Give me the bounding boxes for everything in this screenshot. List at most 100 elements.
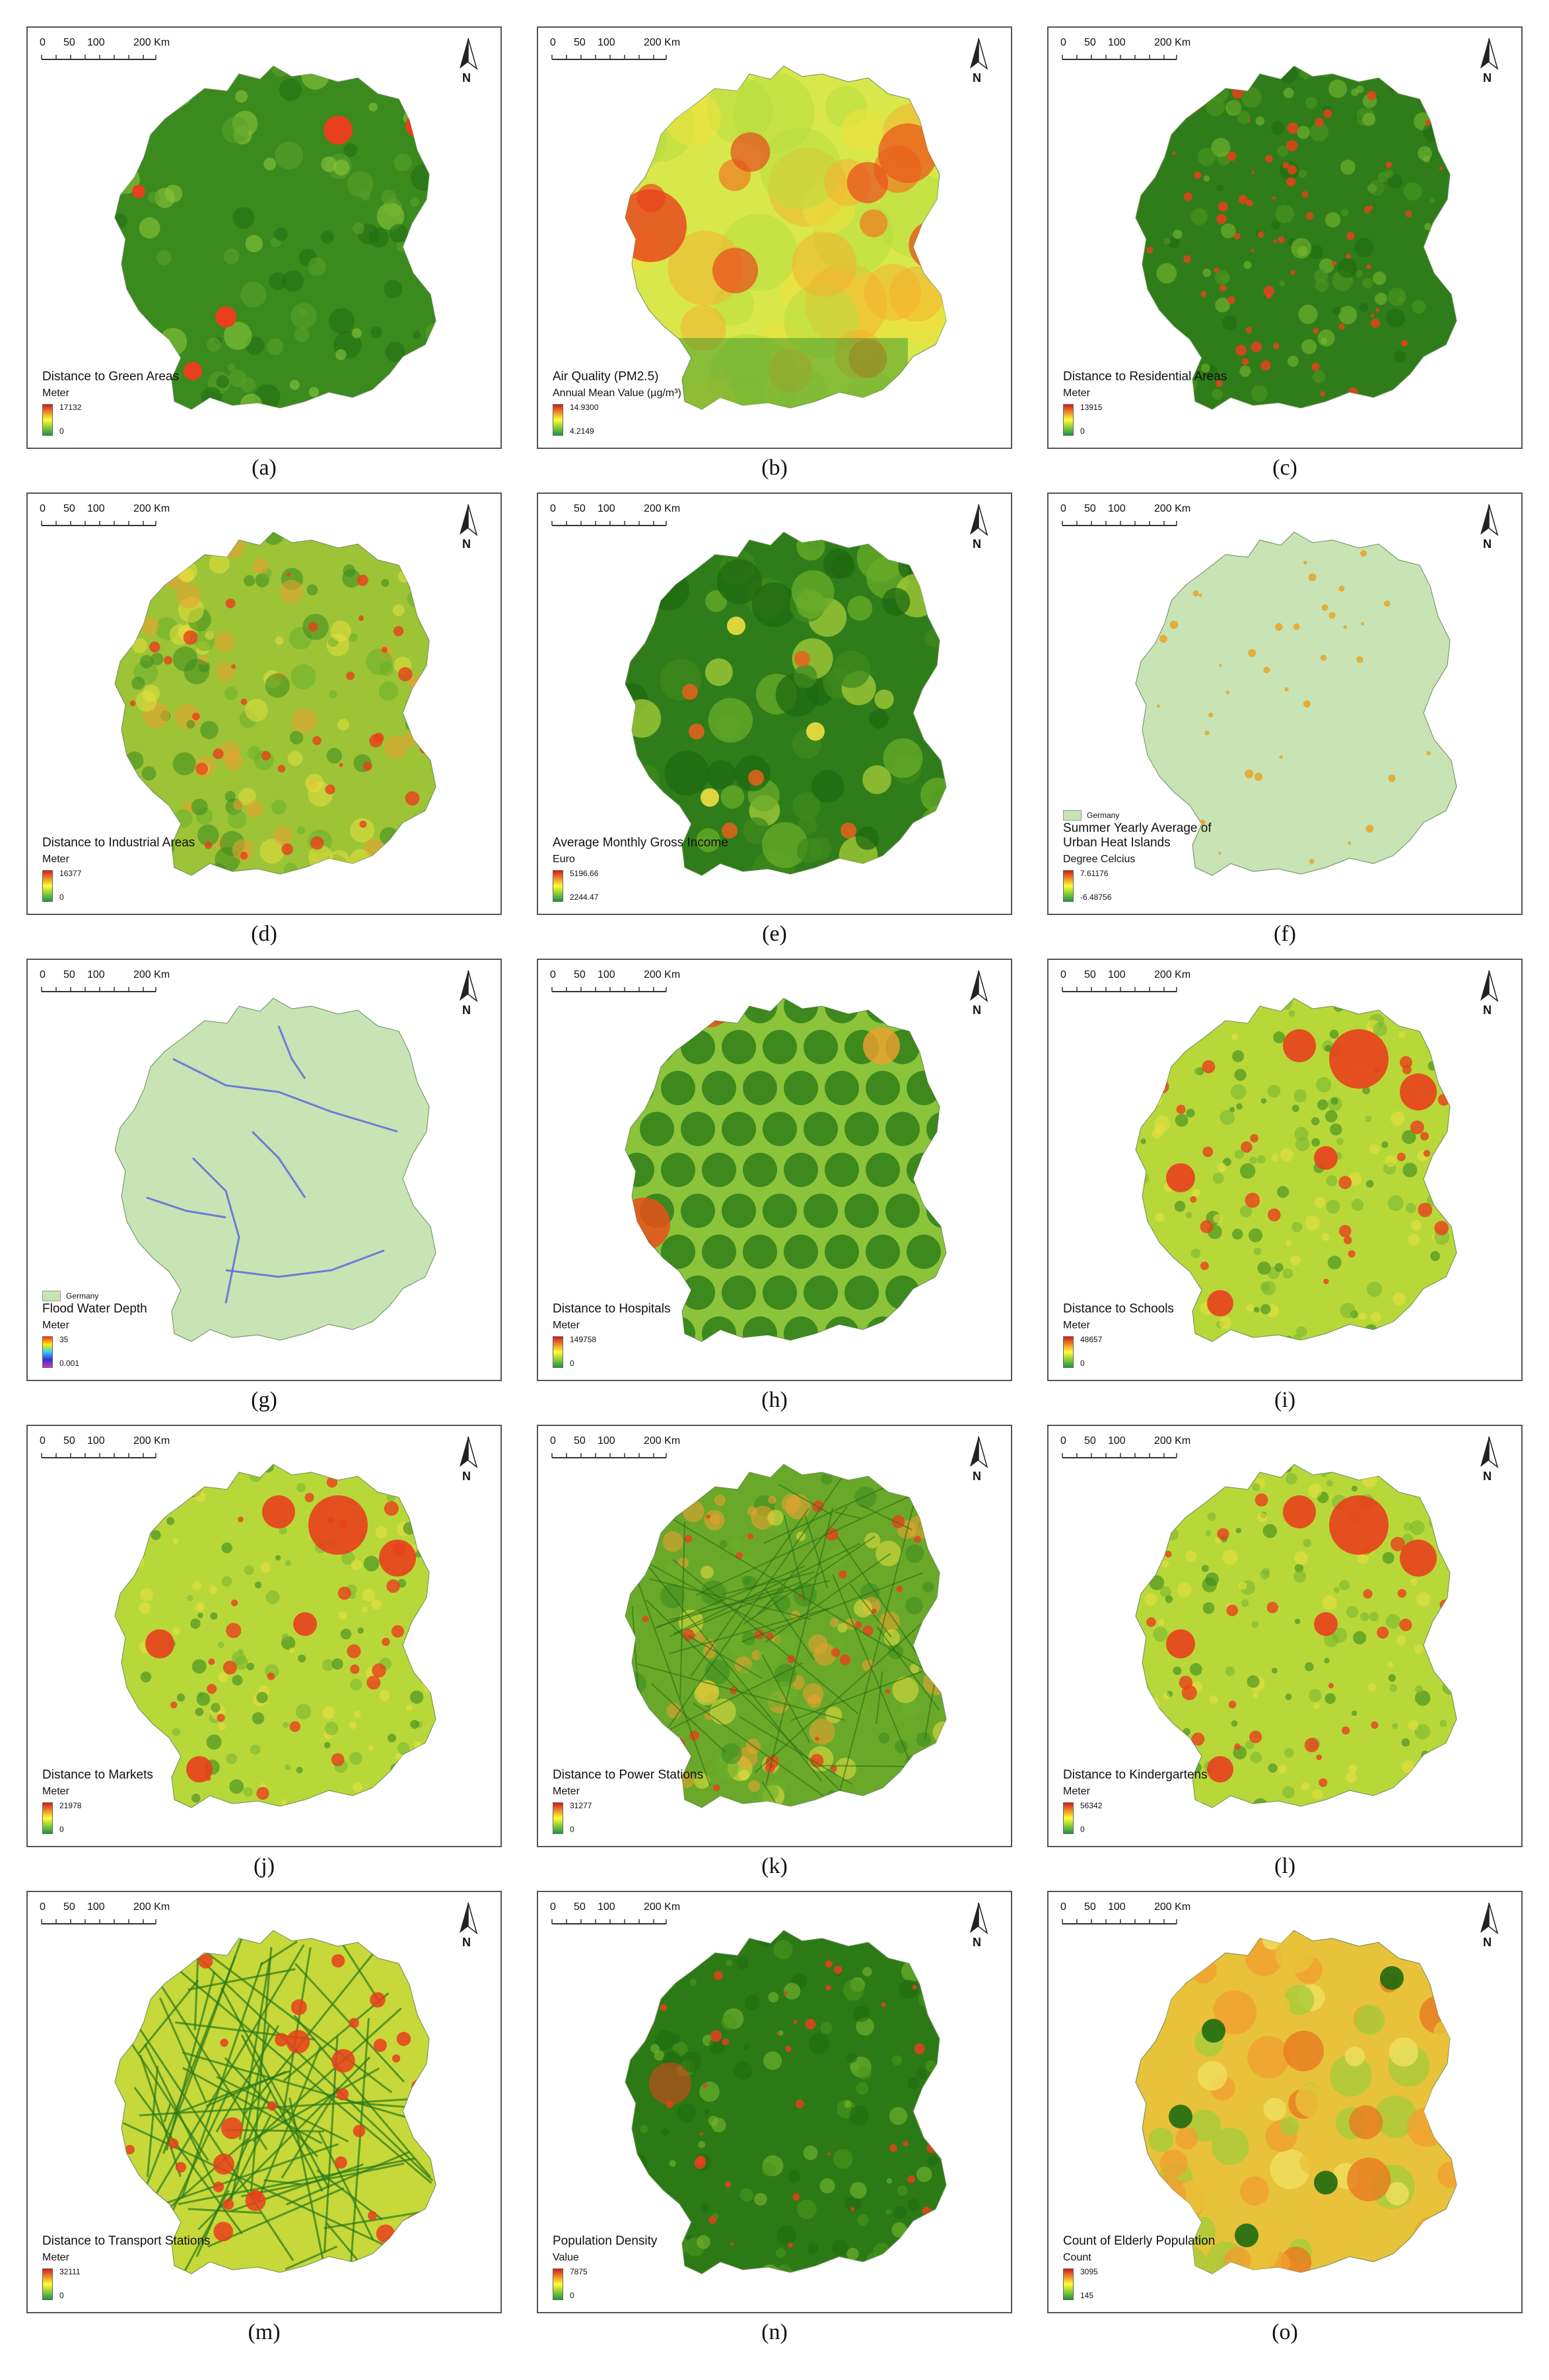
scale-tick-200: 200 Km xyxy=(133,37,170,48)
color-ramp-bar xyxy=(1063,1802,1074,1834)
germany-map xyxy=(1135,1930,1457,2274)
map-legend: Distance to Kindergartens Meter 56342 0 xyxy=(1063,1768,1248,1837)
map-frame: 0 50 100 200 Km N Average Monthly Gross Incom… xyxy=(537,493,1012,915)
map-legend: Distance to Markets Meter 21978 0 xyxy=(42,1768,227,1837)
legend-title: Summer Yearly Average of Urban Heat Isla… xyxy=(1063,821,1212,850)
legend-title: Air Quality (PM2.5) xyxy=(553,370,659,384)
north-arrow-icon xyxy=(1480,1436,1499,1468)
scale-tick-50: 50 xyxy=(63,1435,75,1446)
scale-tick-0: 0 xyxy=(550,37,556,48)
legend-title: Distance to Kindergartens xyxy=(1063,1768,1208,1782)
map-legend: Distance to Residential Areas Meter 13915 0 xyxy=(1063,370,1248,438)
legend-unit: Meter xyxy=(1063,388,1090,399)
map-frame: 0 50 100 200 Km N Distance to Transport Stati… xyxy=(26,1891,502,2313)
legend-unit: Meter xyxy=(1063,1786,1090,1797)
panel-caption: (k) xyxy=(761,1854,788,1878)
legend-unit: Meter xyxy=(1063,1320,1090,1331)
scale-tick-200: 200 Km xyxy=(133,503,170,514)
scale-bar: 0 50 100 200 Km xyxy=(550,969,715,1009)
legend-title: Flood Water Depth xyxy=(42,1302,147,1316)
germany-map xyxy=(1135,998,1457,1342)
scale-tick-200: 200 Km xyxy=(644,1435,681,1446)
legend-max: 21978 xyxy=(59,1801,82,1810)
legend-max: 7875 xyxy=(570,2267,588,2276)
color-ramp-bar xyxy=(553,1336,563,1368)
scale-bar: 0 50 100 200 Km xyxy=(550,1901,715,1941)
scale-tick-0: 0 xyxy=(40,37,46,48)
scale-bar: 0 50 100 200 Km xyxy=(1060,503,1225,543)
scale-tick-0: 0 xyxy=(1060,503,1066,514)
scale-tick-50: 50 xyxy=(63,1901,75,1913)
color-ramp: 31277 0 xyxy=(553,1801,738,1837)
panel-caption: (d) xyxy=(251,922,277,946)
panel-caption: (e) xyxy=(762,922,787,946)
north-arrow: N xyxy=(962,502,995,555)
base-legend: Germany xyxy=(1063,809,1248,821)
map-frame: 0 50 100 200 Km N Distance to Green Areas Mete… xyxy=(26,26,502,449)
scale-tick-200: 200 Km xyxy=(1154,503,1191,514)
legend-title: Average Monthly Gross Income xyxy=(553,836,728,850)
scale-bar: 0 50 100 200 Km xyxy=(40,1901,205,1941)
north-label: N xyxy=(1483,1470,1492,1483)
north-arrow: N xyxy=(452,1900,485,1953)
color-ramp-bar xyxy=(42,1336,53,1368)
scale-tick-100: 100 xyxy=(598,1435,615,1446)
scale-tick-200: 200 Km xyxy=(1154,1435,1191,1446)
scale-tick-200: 200 Km xyxy=(1154,969,1191,980)
legend-title: Distance to Residential Areas xyxy=(1063,370,1227,384)
map-legend: Air Quality (PM2.5) Annual Mean Value (µg… xyxy=(553,370,738,438)
north-arrow-icon xyxy=(460,504,478,536)
north-label: N xyxy=(462,71,471,85)
scale-tick-50: 50 xyxy=(574,37,586,48)
north-label: N xyxy=(1483,1936,1492,1949)
color-ramp: 17132 0 xyxy=(42,403,227,438)
panel-caption: (a) xyxy=(252,456,277,480)
north-arrow: N xyxy=(962,1434,995,1487)
scale-tick-0: 0 xyxy=(1060,37,1066,48)
map-legend: Germany Flood Water Depth Meter 35 0.001 xyxy=(42,1290,227,1371)
scale-tick-200: 200 Km xyxy=(133,1901,170,1913)
scale-bar: 0 50 100 200 Km xyxy=(40,1435,205,1475)
scale-tick-100: 100 xyxy=(87,969,105,980)
color-ramp: 16377 0 xyxy=(42,869,227,904)
scale-tick-100: 100 xyxy=(87,503,105,514)
legend-title: Distance to Schools xyxy=(1063,1302,1174,1316)
scale-tick-50: 50 xyxy=(1084,37,1096,48)
north-arrow: N xyxy=(962,968,995,1021)
legend-unit: Meter xyxy=(42,854,69,865)
germany-outline xyxy=(1135,998,1457,1342)
legend-title: Population Density xyxy=(553,2234,658,2248)
legend-max: 7.61176 xyxy=(1080,869,1109,878)
scale-tick-100: 100 xyxy=(598,37,615,48)
scale-tick-50: 50 xyxy=(574,1435,586,1446)
legend-min: 0 xyxy=(59,426,64,436)
north-arrow-icon xyxy=(460,1436,478,1468)
north-arrow: N xyxy=(452,1434,485,1487)
map-frame: 0 50 100 200 Km N Distance to Power Stations M… xyxy=(537,1425,1012,1847)
map-legend: Distance to Power Stations Meter 31277 0 xyxy=(553,1768,738,1837)
base-legend-label: Germany xyxy=(66,1291,99,1301)
scale-tick-0: 0 xyxy=(550,1435,556,1446)
scale-tick-50: 50 xyxy=(1084,503,1096,514)
color-ramp: 3095 145 xyxy=(1063,2267,1248,2303)
panel-caption: (j) xyxy=(253,1854,275,1878)
north-arrow: N xyxy=(1472,1434,1505,1487)
germany-map xyxy=(1135,531,1457,876)
north-arrow: N xyxy=(1472,502,1505,555)
legend-max: 17132 xyxy=(59,403,82,412)
panel-caption: (g) xyxy=(251,1388,277,1412)
scale-tick-50: 50 xyxy=(63,37,75,48)
scale-tick-100: 100 xyxy=(1108,1901,1126,1913)
legend-max: 32111 xyxy=(59,2267,81,2276)
scale-tick-100: 100 xyxy=(87,1435,105,1446)
legend-unit: Meter xyxy=(42,388,69,399)
legend-max: 56342 xyxy=(1080,1801,1103,1810)
legend-min: 145 xyxy=(1080,2291,1094,2300)
north-label: N xyxy=(973,537,981,551)
germany-map xyxy=(114,1930,436,2274)
north-label: N xyxy=(973,1470,981,1483)
map-legend: Distance to Industrial Areas Meter 16377 0 xyxy=(42,836,227,904)
legend-title: Distance to Markets xyxy=(42,1768,153,1782)
scale-tick-100: 100 xyxy=(598,1901,615,1913)
germany-map xyxy=(1135,65,1457,410)
